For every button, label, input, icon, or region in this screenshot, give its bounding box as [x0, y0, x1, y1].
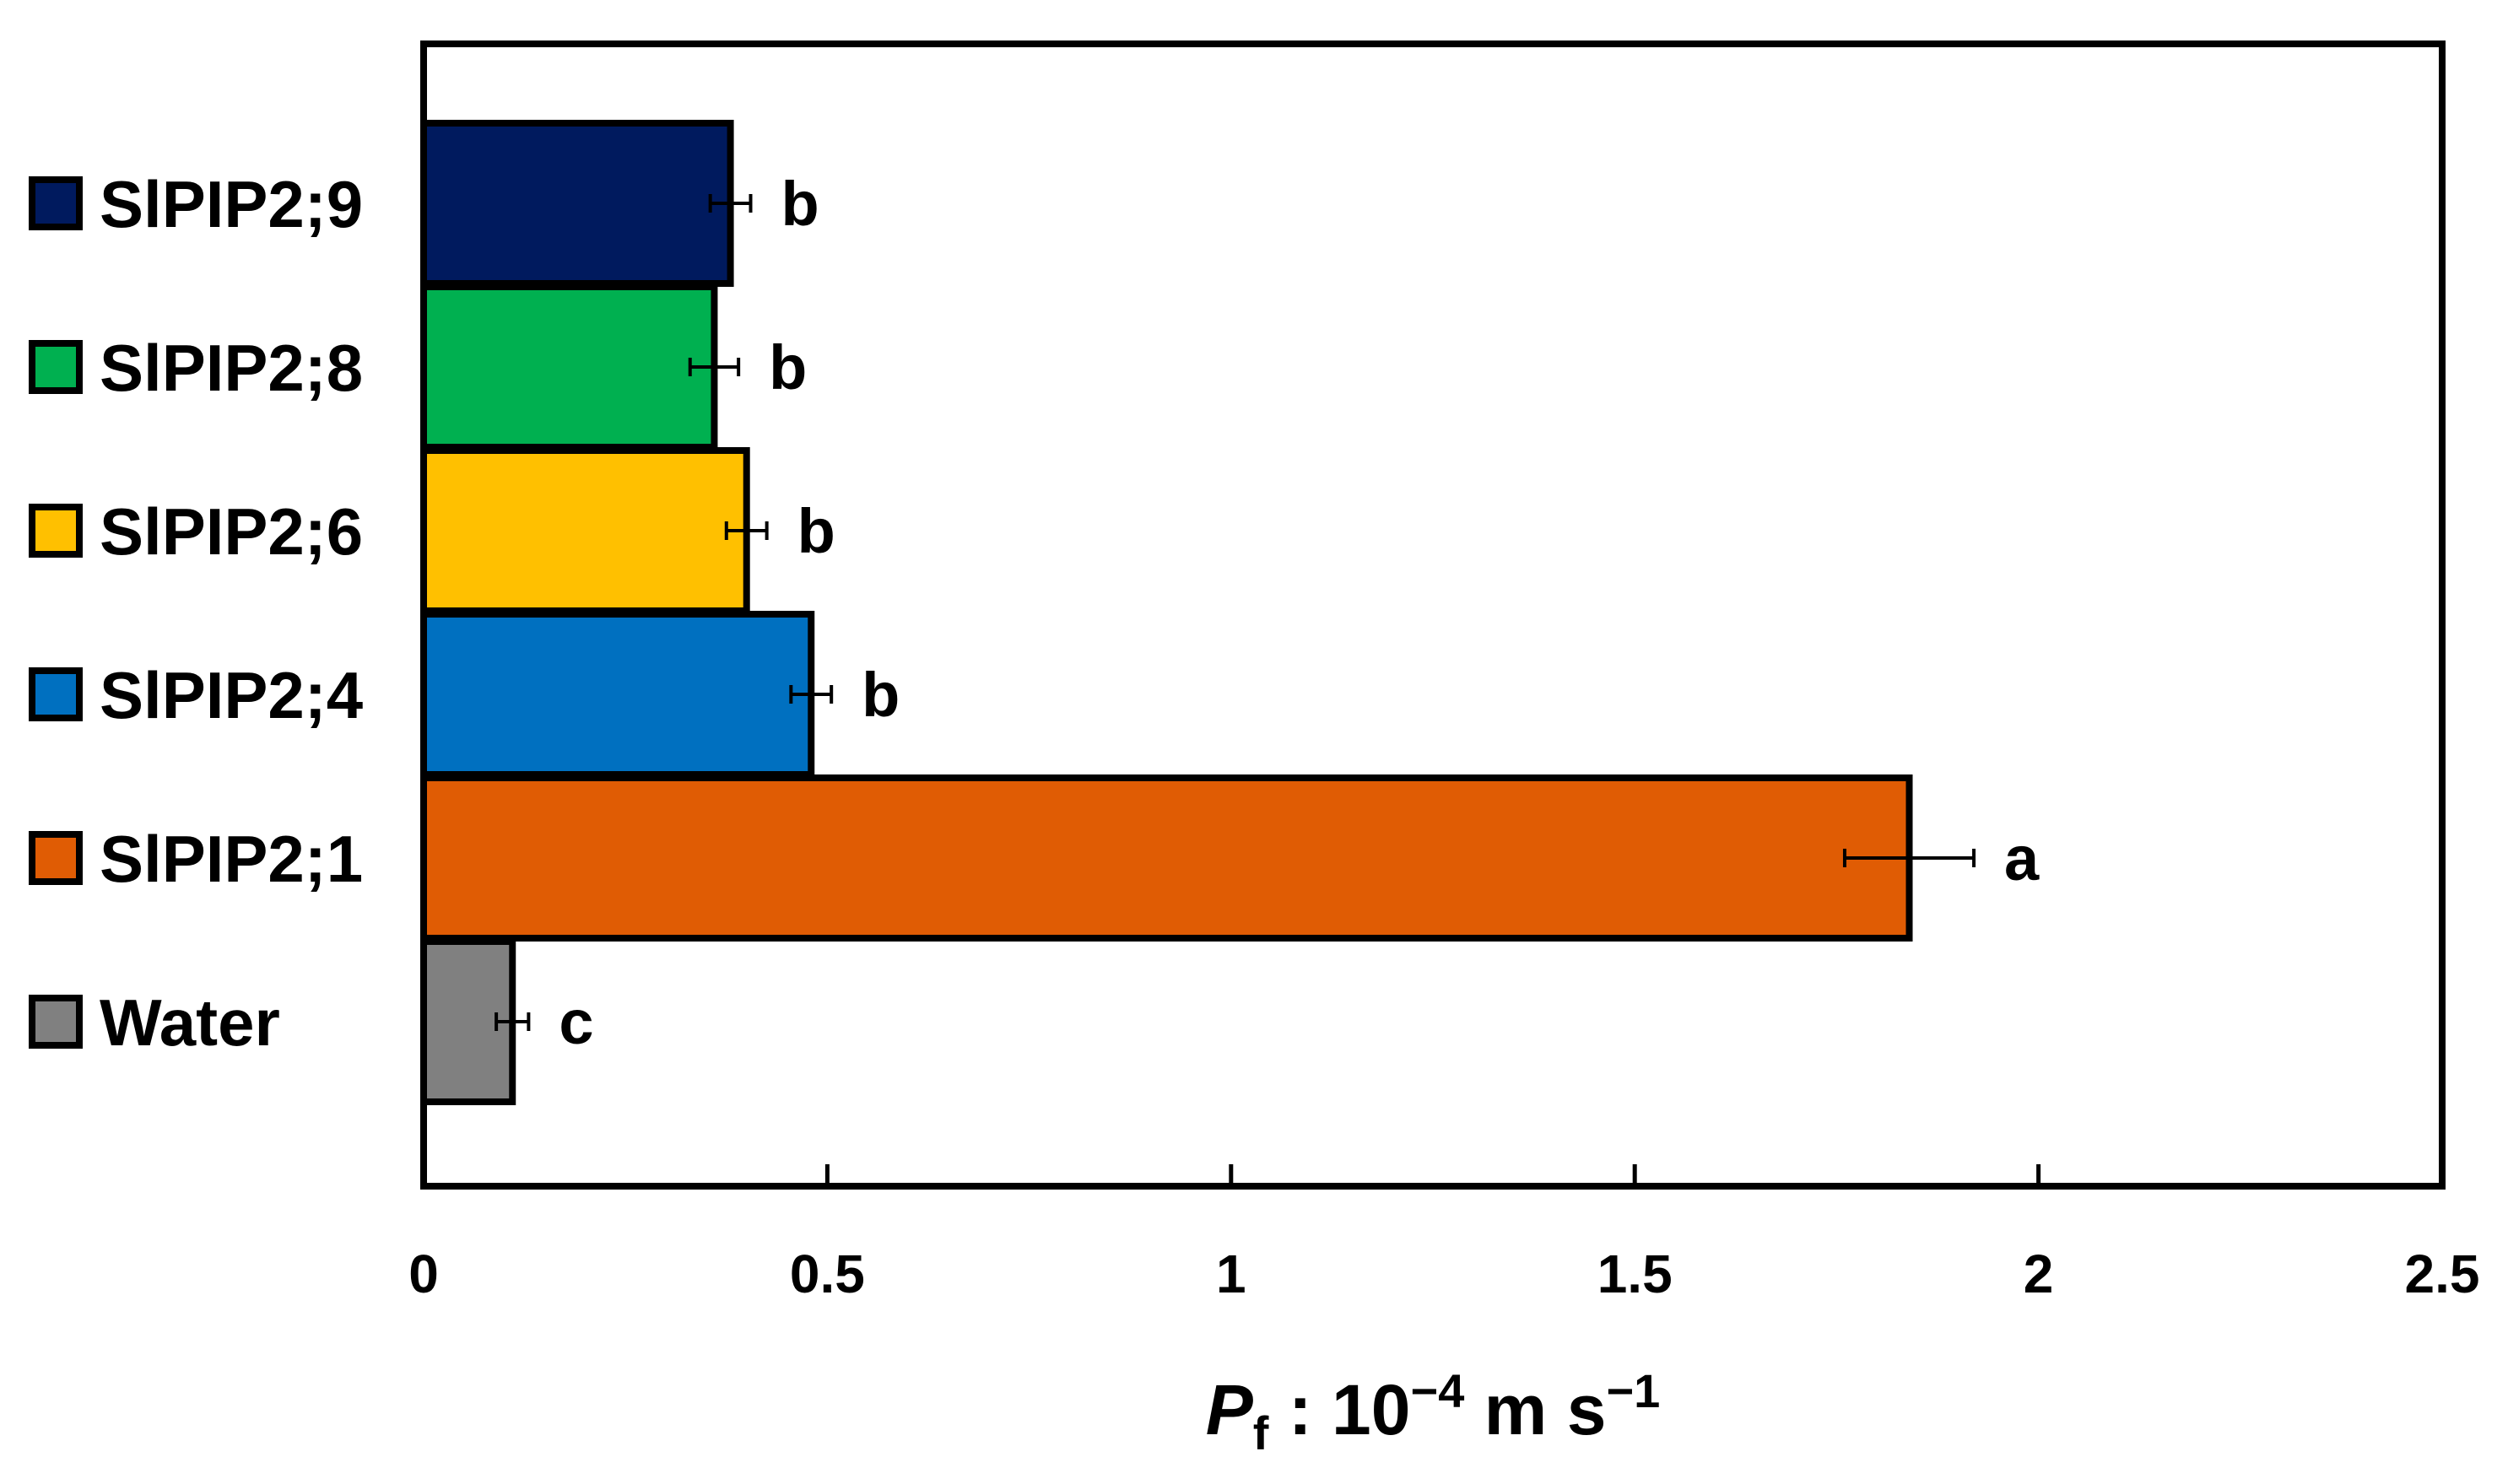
legend-label: SlPIP2;1 — [100, 822, 363, 896]
error-bar-slpip2-1 — [1842, 849, 1976, 867]
bar-slpip2-8 — [420, 283, 718, 451]
legend-swatch — [29, 340, 83, 394]
x-axis-title-italic: P — [1206, 1370, 1254, 1449]
legend-swatch — [29, 504, 83, 558]
error-bar-slpip2-8 — [688, 358, 741, 376]
x-tick-label-0: 0 — [408, 1244, 439, 1304]
bar-slpip2-9 — [420, 120, 734, 287]
bar-slpip2-6 — [420, 447, 750, 614]
legend-entry-slpip2-9: SlPIP2;9 — [29, 167, 363, 241]
x-axis-title: Pf : 10−4 m s−1 — [1206, 1364, 1661, 1460]
error-bar-water — [495, 1012, 531, 1031]
x-axis-title-base: : 10 — [1268, 1370, 1410, 1449]
x-tick-label-5: 2.5 — [2405, 1244, 2480, 1304]
legend-entry-slpip2-8: SlPIP2;8 — [29, 331, 363, 405]
x-tick-label-2: 1 — [1216, 1244, 1246, 1304]
error-bar-slpip2-9 — [708, 194, 753, 213]
x-axis-ticks: 0 0.5 1 1.5 2 2.5 — [408, 1164, 2479, 1304]
legend-label: SlPIP2;8 — [100, 331, 363, 405]
legend-label: Water — [100, 985, 280, 1060]
significance-label-slpip2-8: b — [769, 332, 807, 402]
legend-entry-slpip2-6: SlPIP2;6 — [29, 494, 363, 569]
x-axis-title-unit: m s — [1464, 1370, 1606, 1449]
error-bar-slpip2-4 — [789, 685, 834, 704]
legend-entry-slpip2-4: SlPIP2;4 — [29, 658, 363, 732]
plot-frame — [420, 40, 2446, 1190]
legend-entry-water: Water — [29, 985, 280, 1060]
x-tick-label-3: 1.5 — [1597, 1244, 1673, 1304]
significance-label-slpip2-9: b — [781, 169, 819, 239]
significance-label-water: c — [559, 987, 593, 1057]
legend-label: SlPIP2;9 — [100, 167, 363, 241]
legend-swatch — [29, 176, 83, 230]
significance-label-slpip2-6: b — [797, 496, 835, 566]
bar-slpip2-4 — [420, 611, 815, 778]
error-bars-layer — [495, 194, 1976, 1031]
legend-swatch — [29, 995, 83, 1049]
error-bar-slpip2-6 — [724, 521, 769, 540]
x-tick-label-1: 0.5 — [790, 1244, 865, 1304]
significance-label-slpip2-1: a — [2004, 823, 2040, 893]
bars-layer — [420, 120, 1913, 1105]
legend-swatch — [29, 831, 83, 885]
x-axis-title-subscript: f — [1253, 1406, 1269, 1460]
bar-slpip2-1 — [420, 774, 1913, 942]
x-axis-title-exponent-2: −1 — [1606, 1364, 1660, 1417]
legend-swatch — [29, 667, 83, 721]
legend-label: SlPIP2;4 — [100, 658, 363, 732]
legend: SlPIP2;9 SlPIP2;8 SlPIP2;6 SlPIP2;4 SlPIP2;1… — [29, 167, 363, 1060]
legend-label: SlPIP2;6 — [100, 494, 363, 569]
significance-labels-layer: c a b b b b — [559, 169, 2040, 1057]
legend-entry-slpip2-1: SlPIP2;1 — [29, 822, 363, 896]
x-axis-title-exponent-1: −4 — [1410, 1364, 1464, 1417]
significance-label-slpip2-4: b — [862, 660, 900, 730]
x-tick-label-4: 2 — [2024, 1244, 2054, 1304]
